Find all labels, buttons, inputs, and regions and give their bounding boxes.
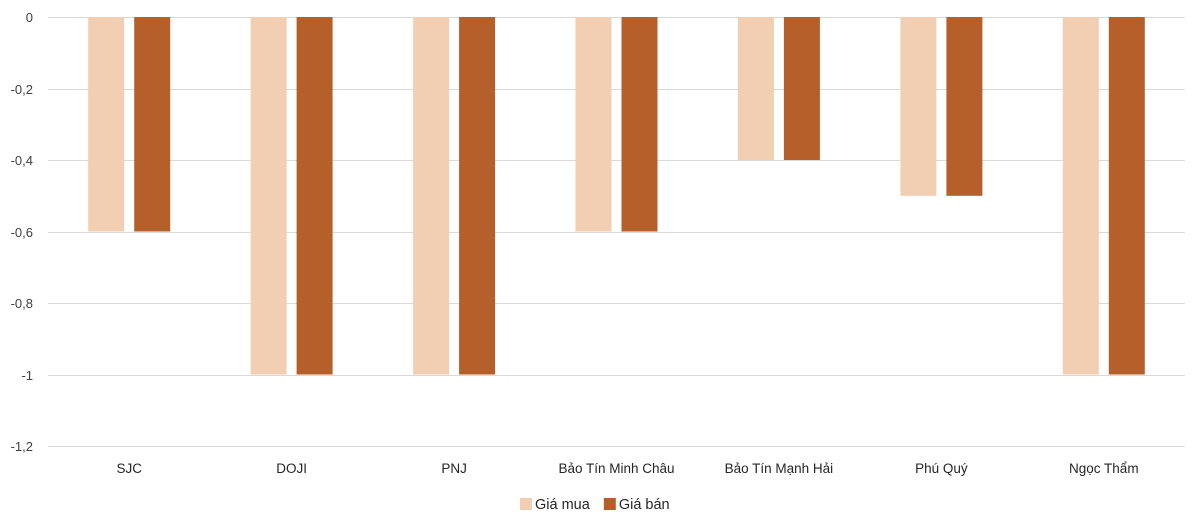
y-tick-label: -1 xyxy=(21,368,33,383)
x-category-label: PNJ xyxy=(441,461,467,476)
bar-gia-mua xyxy=(1062,17,1099,375)
bar-gia-ban xyxy=(296,17,333,375)
legend-swatch xyxy=(520,498,532,510)
y-tick-label: -0,4 xyxy=(11,153,33,168)
legend: Giá mua Giá bán xyxy=(520,497,670,513)
bar-gia-ban xyxy=(783,17,820,160)
x-category-label: Bảo Tín Minh Châu xyxy=(558,461,674,476)
y-tick-label: -1,2 xyxy=(11,439,33,454)
bar-gia-mua xyxy=(575,17,612,232)
y-tick-label: -0,2 xyxy=(11,82,33,97)
bar-gia-mua xyxy=(900,17,937,196)
legend-item: Giá mua xyxy=(520,497,591,513)
bar-gia-mua xyxy=(413,17,450,375)
legend-swatch xyxy=(603,498,616,510)
bar-gia-mua xyxy=(737,17,774,160)
x-category-label: DOJI xyxy=(276,461,307,476)
y-tick-label: -0,8 xyxy=(11,296,33,311)
bar-gia-ban xyxy=(459,17,496,375)
legend-label: Giá mua xyxy=(535,497,591,513)
x-axis-categories: SJC DOJI PNJ Bảo Tín Minh Châu Bảo Tín Mạnh … xyxy=(116,461,1138,476)
x-category-label: SJC xyxy=(116,461,142,476)
gridlines xyxy=(48,17,1185,447)
bar-gia-ban xyxy=(1108,17,1145,375)
legend-label: Giá bán xyxy=(619,497,670,513)
bar-gia-mua xyxy=(250,17,287,375)
bar-gia-ban xyxy=(621,17,658,232)
y-tick-label: -0,6 xyxy=(11,225,33,240)
bar-gia-mua xyxy=(88,17,125,232)
legend-item: Giá bán xyxy=(603,497,670,513)
x-category-label: Ngọc Thẩm xyxy=(1069,461,1139,476)
y-axis-ticks: 0 -0,2 -0,4 -0,6 -0,8 -1 -1,2 xyxy=(11,10,33,454)
x-category-label: Phú Quý xyxy=(915,461,968,476)
bar-gia-ban xyxy=(134,17,171,232)
y-tick-label: 0 xyxy=(26,10,33,25)
x-category-label: Bảo Tín Mạnh Hải xyxy=(725,461,834,476)
bars xyxy=(88,17,1145,375)
bar-gia-ban xyxy=(946,17,983,196)
